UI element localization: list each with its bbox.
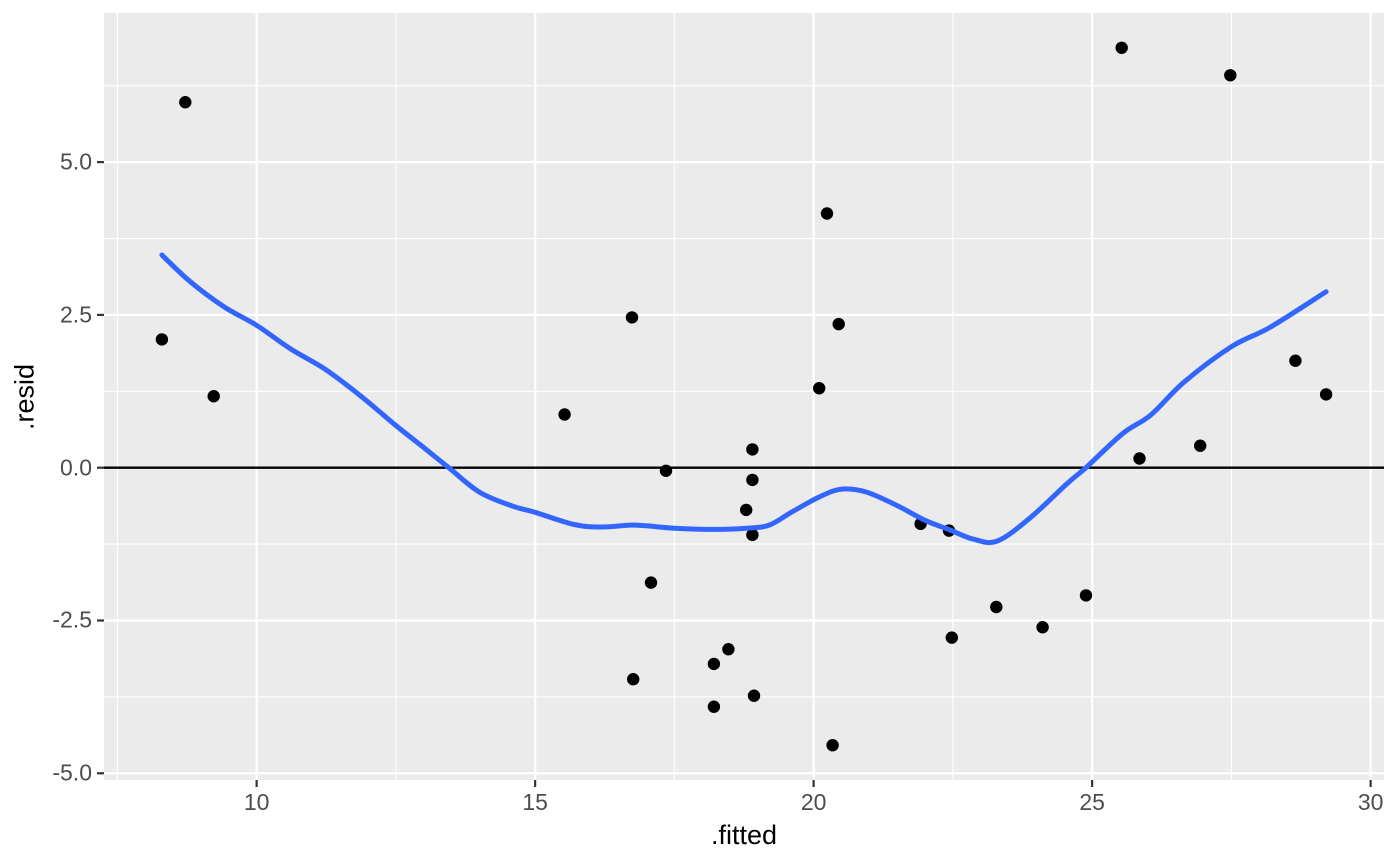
y-axis-tick-label: 2.5 (60, 301, 92, 328)
x-axis-tick-label: 20 (800, 789, 827, 815)
x-axis-tick-label: 10 (243, 789, 270, 815)
data-point (1194, 439, 1207, 452)
data-point (1224, 69, 1237, 82)
x-axis-title: .fitted (710, 820, 778, 850)
data-point (644, 576, 658, 589)
data-point (1319, 388, 1333, 401)
data-point (207, 390, 220, 403)
data-point (722, 643, 735, 656)
data-point (627, 673, 640, 686)
data-point (746, 443, 759, 456)
data-point (746, 473, 759, 487)
data-point (179, 96, 192, 109)
data-point (945, 631, 958, 644)
y-axis-tick-label: -5.0 (52, 759, 92, 786)
y-axis-tick-label: 0.0 (60, 454, 92, 481)
data-point (707, 657, 721, 671)
data-point (990, 600, 1003, 614)
data-point (155, 333, 169, 346)
data-point (1115, 41, 1128, 54)
data-point (826, 739, 839, 752)
data-point (707, 700, 721, 713)
y-axis-tick-label: -2.5 (52, 606, 92, 633)
data-point (747, 689, 761, 702)
x-axis-tick-label: 25 (1079, 789, 1105, 815)
data-point (1133, 452, 1146, 465)
loess-smooth-line (159, 252, 1329, 546)
data-point (740, 503, 753, 517)
data-point (625, 311, 639, 324)
x-axis-tick-label: 15 (522, 789, 548, 815)
data-point (1289, 354, 1302, 367)
y-axis-title: .resid (9, 363, 40, 430)
x-axis-tick-label: 30 (1357, 789, 1384, 815)
data-point (832, 317, 845, 331)
plot-panel (104, 13, 1384, 780)
data-point (659, 464, 673, 477)
data-point (1079, 589, 1093, 602)
data-point (813, 382, 826, 395)
data-point (746, 528, 759, 542)
y-axis-tick-label: 5.0 (60, 148, 92, 175)
data-point (820, 207, 834, 220)
data-point (1036, 621, 1049, 634)
data-point (558, 408, 571, 421)
